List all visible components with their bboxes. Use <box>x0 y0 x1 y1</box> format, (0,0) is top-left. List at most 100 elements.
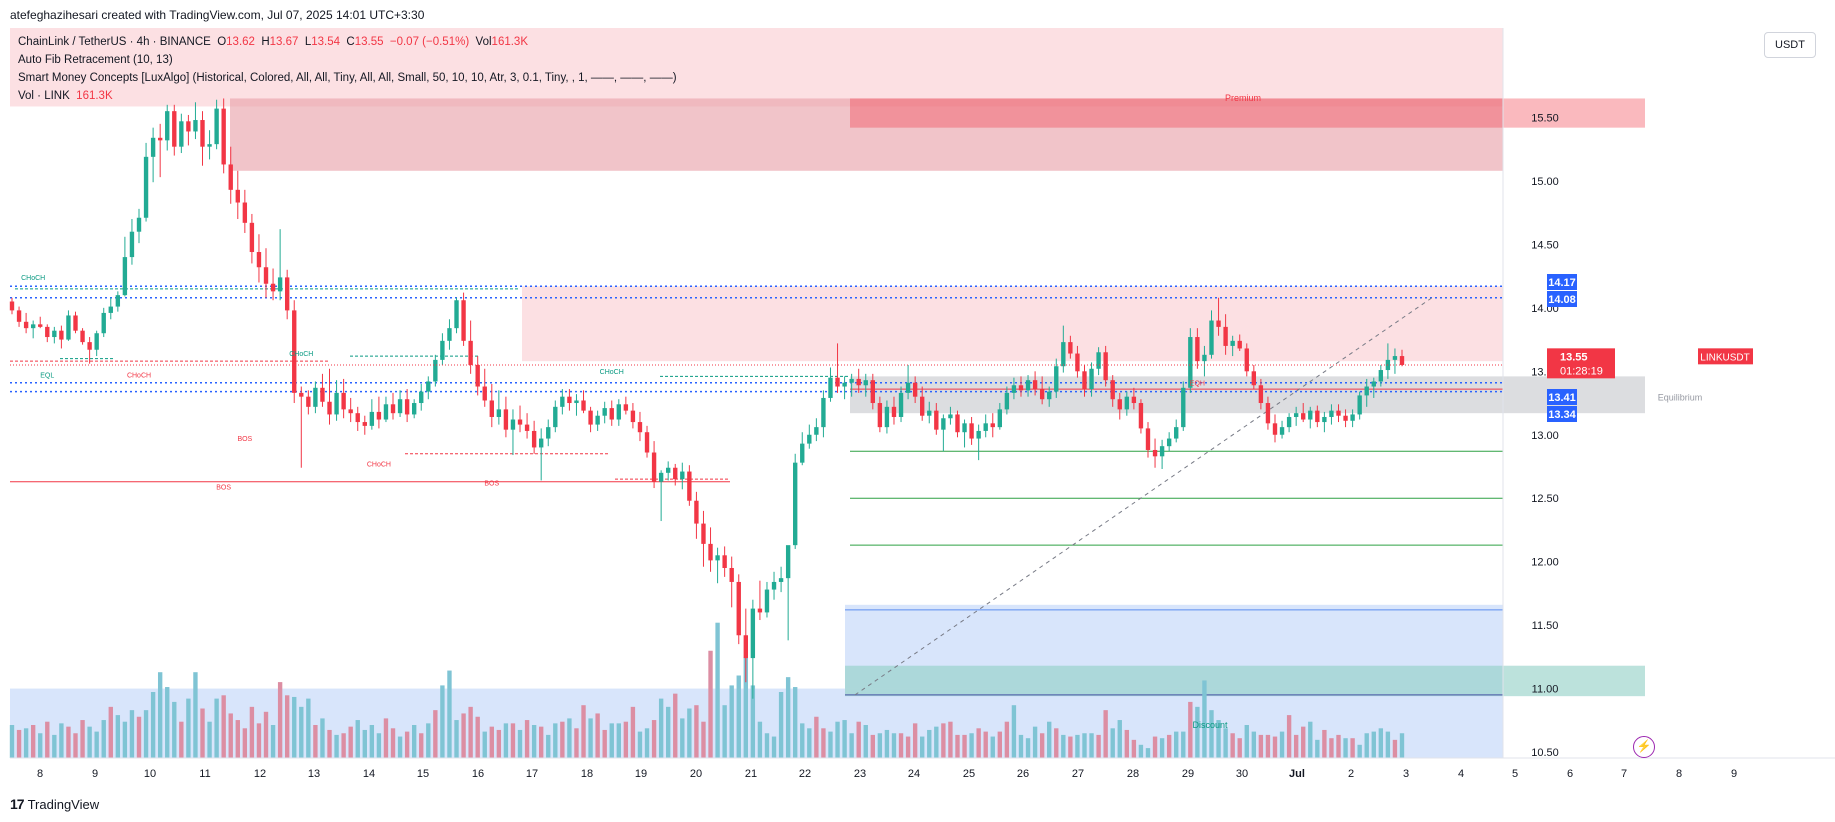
candle-body <box>320 387 325 402</box>
x-tick-label: 12 <box>254 768 266 780</box>
volume-bar <box>1145 748 1151 758</box>
candle <box>1392 348 1398 374</box>
candle <box>941 414 946 452</box>
x-tick-label: 8 <box>1676 768 1682 780</box>
x-tick-label: 10 <box>144 768 156 780</box>
candle <box>235 170 240 220</box>
volume-bar <box>1251 731 1257 758</box>
volume-bar <box>673 693 678 758</box>
footer-brand: 17 TradingView <box>10 796 99 812</box>
candle-body <box>299 392 304 397</box>
volume-bar <box>320 718 325 758</box>
volume-bar <box>1209 710 1214 758</box>
volume-bar <box>1124 729 1130 758</box>
candle-body <box>327 401 332 415</box>
candle-body <box>1181 387 1186 428</box>
volume-bar <box>1378 728 1384 758</box>
price-label: 14.08 <box>1548 294 1576 306</box>
candle-body <box>771 581 777 590</box>
candle <box>510 409 516 456</box>
candle <box>157 123 163 178</box>
volume-bar <box>574 728 579 758</box>
candle-body <box>905 382 911 393</box>
candle <box>263 248 269 298</box>
candle-body <box>1223 326 1228 346</box>
candle-body <box>73 315 78 331</box>
candle-body <box>912 382 918 397</box>
candle <box>581 390 586 414</box>
candle-body <box>341 392 346 410</box>
x-tick-label: 27 <box>1072 768 1084 780</box>
price-label: 13.41 <box>1548 392 1576 404</box>
volume-bar <box>404 731 410 758</box>
candle-body <box>16 310 22 322</box>
volume-bar <box>969 733 974 758</box>
candle-body <box>136 217 142 232</box>
volume-bar <box>1364 733 1369 758</box>
candle <box>426 376 431 400</box>
candle <box>1195 328 1200 369</box>
low-label: L <box>304 36 312 48</box>
candle-body <box>440 340 445 360</box>
x-tick-label: 2 <box>1348 768 1354 780</box>
volume-bar <box>722 705 727 758</box>
currency-button[interactable]: USDT <box>1764 32 1816 58</box>
candle-body <box>1216 320 1221 327</box>
candle <box>651 441 657 489</box>
candle-body <box>920 396 925 416</box>
candle <box>715 547 720 584</box>
candle <box>920 386 925 421</box>
volume-bar <box>1075 734 1080 758</box>
candle-body <box>948 414 953 419</box>
candle <box>877 396 883 433</box>
lightning-icon[interactable]: ⚡ <box>1633 736 1655 758</box>
candle <box>722 546 727 577</box>
volume-bar <box>1096 734 1101 758</box>
candle <box>757 580 763 621</box>
structure-label: CHoCH <box>21 275 45 282</box>
y-tick-label: 12.00 <box>1531 557 1559 569</box>
candle-body <box>1004 392 1010 410</box>
volume-bar <box>390 728 396 758</box>
candle <box>52 326 57 344</box>
candle-body <box>9 301 15 311</box>
structure-label: CHoCH <box>127 373 151 380</box>
candle-body <box>411 403 417 415</box>
volume-indicator-row[interactable]: Vol · LINK 161.3K <box>18 87 677 105</box>
candle <box>186 114 191 146</box>
high-value: 13.67 <box>269 36 299 48</box>
candle <box>172 104 177 156</box>
candle-body <box>503 409 509 430</box>
symbol-legend-row[interactable]: ChainLink / TetherUS · 4h · BINANCE O13.… <box>18 33 677 51</box>
chart-legend: ChainLink / TetherUS · 4h · BINANCE O13.… <box>18 33 677 105</box>
candle-body <box>1322 416 1327 423</box>
candle-body <box>376 411 382 420</box>
volume-bar <box>1117 720 1122 758</box>
candle <box>778 566 784 593</box>
candle-body <box>1117 399 1122 410</box>
candle-body <box>334 392 339 415</box>
fib-indicator-row[interactable]: Auto Fib Retracement (10, 13) <box>18 54 173 66</box>
smc-indicator-row[interactable]: Smart Money Concepts [LuxAlgo] (Historic… <box>18 72 677 84</box>
volume-bar <box>66 726 71 758</box>
candle <box>59 325 64 349</box>
candle-body <box>1195 337 1200 362</box>
candle-body <box>249 222 255 253</box>
x-tick-label: 28 <box>1127 768 1139 780</box>
candle <box>1032 371 1038 396</box>
candle <box>955 410 960 438</box>
candle <box>1223 314 1228 355</box>
volume-bar <box>764 733 770 758</box>
volume-bar <box>637 731 643 758</box>
candle-body <box>1357 395 1362 415</box>
volume-bar <box>539 726 544 758</box>
candle-body <box>292 310 297 393</box>
volume-bar <box>701 721 706 758</box>
candle <box>475 356 480 396</box>
candle <box>284 269 290 320</box>
volume-bar <box>426 723 431 758</box>
symbol-name[interactable]: ChainLink / TetherUS · 4h · BINANCE <box>18 36 211 48</box>
candle-body <box>38 324 43 327</box>
close-label: C <box>346 36 355 48</box>
